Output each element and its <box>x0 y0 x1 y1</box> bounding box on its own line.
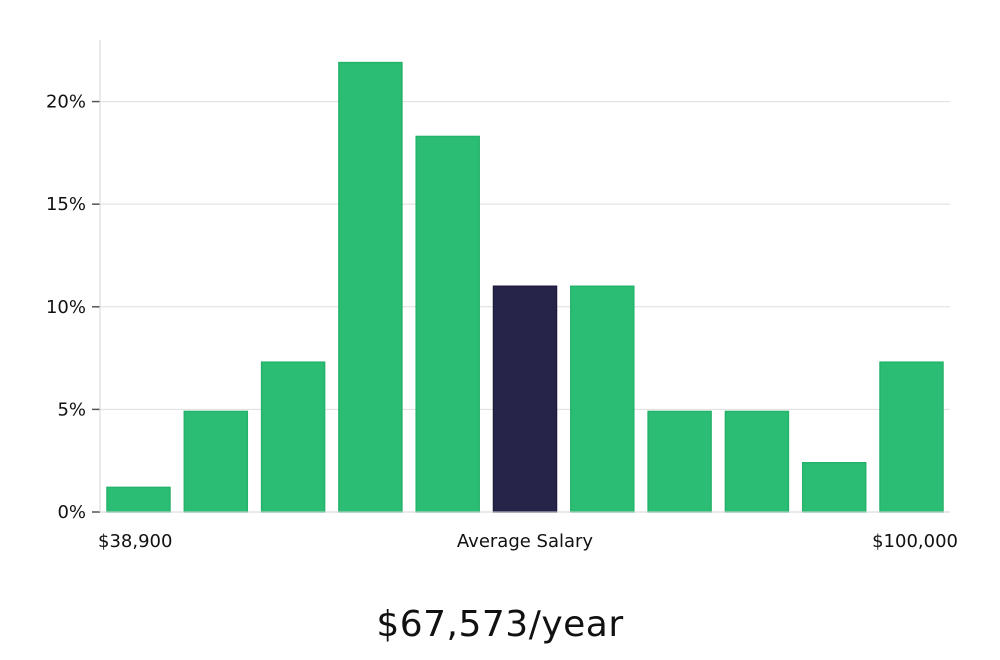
histogram-bar <box>647 410 712 513</box>
histogram-bar <box>570 285 635 513</box>
histogram-bar-average <box>492 285 558 513</box>
histogram-bar <box>338 61 403 513</box>
histogram-bar <box>183 410 249 513</box>
x-label-min: $38,900 <box>98 531 172 552</box>
x-label-max: $100,000 <box>872 531 958 552</box>
histogram-bar <box>260 361 326 513</box>
histogram-bar <box>879 361 944 513</box>
histogram-bar <box>801 461 867 513</box>
histogram-bar <box>106 486 171 513</box>
salary-histogram: 0% 5% 10% 15% 20% $38,900 Average Salary $10… <box>46 40 958 552</box>
y-tick-label: 10% <box>46 297 86 318</box>
histogram-bar <box>724 410 790 513</box>
y-tick-label: 20% <box>46 92 86 113</box>
y-tick-label: 0% <box>57 502 86 523</box>
y-tick-label: 15% <box>46 194 86 215</box>
y-tick-label: 5% <box>57 399 86 420</box>
average-salary-value: $67,573/year <box>376 604 624 645</box>
x-label-average-salary: Average Salary <box>457 531 594 552</box>
y-axis-ticks: 0% 5% 10% 15% 20% <box>46 92 100 523</box>
histogram-svg: 0% 5% 10% 15% 20% $38,900 Average Salary $10… <box>46 40 958 552</box>
histogram-bar <box>415 135 480 513</box>
bars <box>106 61 944 513</box>
